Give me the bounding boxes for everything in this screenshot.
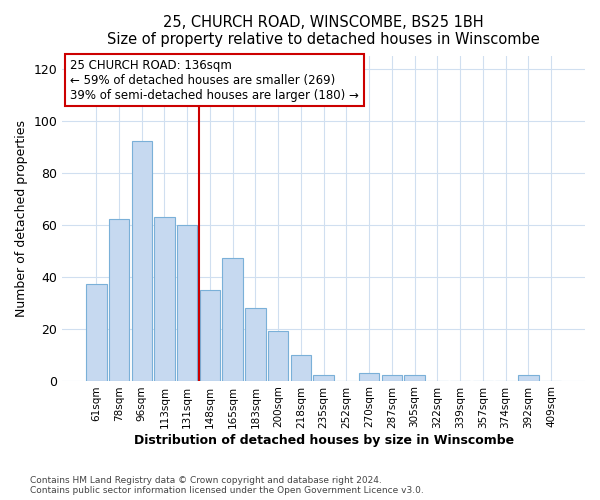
Bar [131, 142, 152, 380]
Bar [359, 373, 379, 380]
Bar [290, 354, 311, 380]
Bar [268, 331, 289, 380]
Bar [404, 376, 425, 380]
Text: 25 CHURCH ROAD: 136sqm
← 59% of detached houses are smaller (269)
39% of semi-de: 25 CHURCH ROAD: 136sqm ← 59% of detached… [70, 59, 359, 102]
Bar [109, 220, 129, 380]
Bar [200, 290, 220, 380]
X-axis label: Distribution of detached houses by size in Winscombe: Distribution of detached houses by size … [134, 434, 514, 448]
Y-axis label: Number of detached properties: Number of detached properties [15, 120, 28, 316]
Bar [86, 284, 107, 380]
Text: Contains HM Land Registry data © Crown copyright and database right 2024.
Contai: Contains HM Land Registry data © Crown c… [30, 476, 424, 495]
Bar [382, 376, 402, 380]
Bar [245, 308, 266, 380]
Bar [223, 258, 243, 380]
Bar [518, 376, 539, 380]
Bar [313, 376, 334, 380]
Bar [154, 216, 175, 380]
Bar [177, 224, 197, 380]
Title: 25, CHURCH ROAD, WINSCOMBE, BS25 1BH
Size of property relative to detached house: 25, CHURCH ROAD, WINSCOMBE, BS25 1BH Siz… [107, 15, 540, 48]
